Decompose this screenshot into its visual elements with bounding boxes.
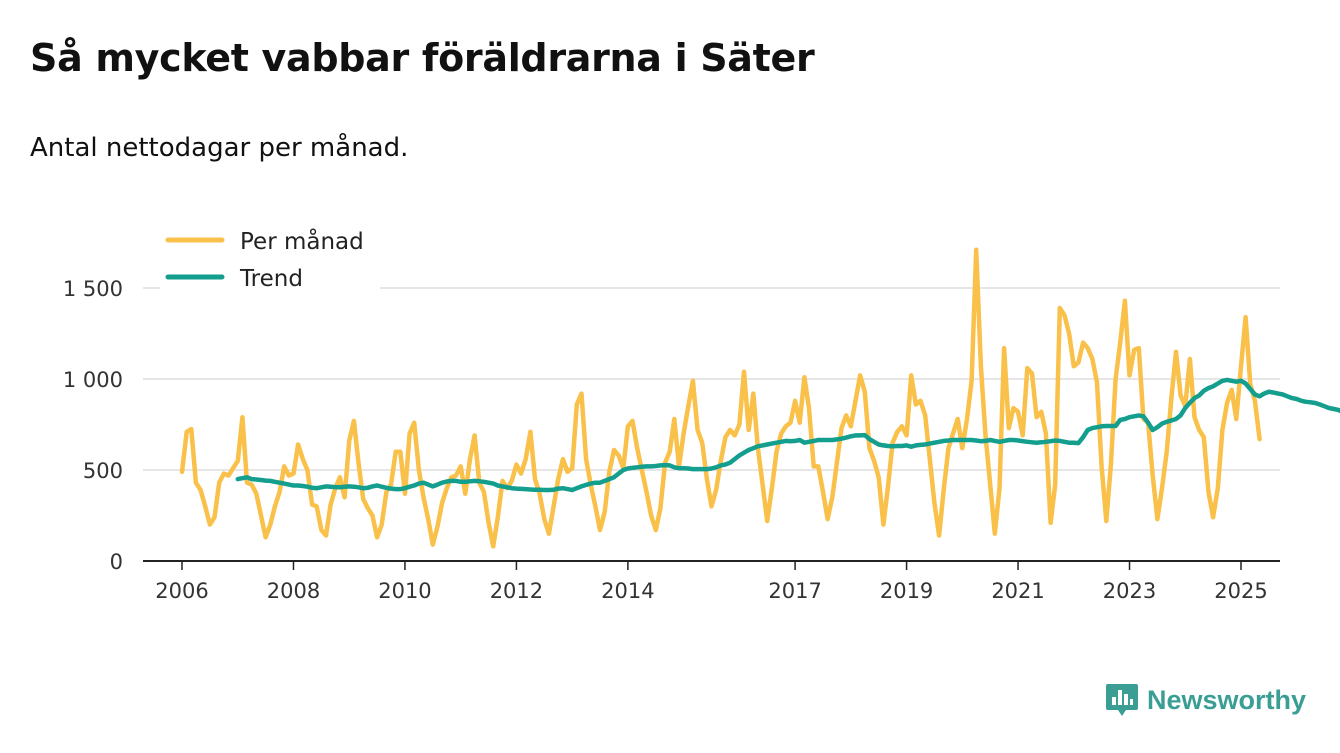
brand-name: Newsworthy xyxy=(1146,684,1306,715)
newsworthy-brand: Newsworthy xyxy=(1105,682,1306,718)
legend-label-per-manad: Per månad xyxy=(240,227,364,255)
y-axis-ticks: 0 500 1 000 1 500 xyxy=(63,277,123,574)
y-tick-label: 1 000 xyxy=(63,368,123,392)
chart-title: Så mycket vabbar föräldrarna i Säter xyxy=(30,36,815,80)
newsworthy-logo-icon xyxy=(1105,684,1138,716)
series-line-trend xyxy=(235,377,1340,493)
legend-label-trend: Trend xyxy=(239,266,303,292)
x-axis-ticks: 2006 2008 2010 2012 2014 2017 2019 2021 2023 2025 xyxy=(155,561,1268,603)
x-tick-label: 2006 xyxy=(155,579,208,603)
x-tick-label: 2025 xyxy=(1214,579,1267,603)
x-tick-label: 2008 xyxy=(267,579,320,603)
x-tick-label: 2021 xyxy=(991,579,1044,603)
x-tick-label: 2017 xyxy=(768,579,821,603)
chart-subtitle: Antal nettodagar per månad. xyxy=(30,133,409,163)
x-tick-label: 2010 xyxy=(378,579,431,603)
series-lines xyxy=(179,247,1340,549)
y-tick-label: 1 500 xyxy=(63,277,123,301)
x-tick-label: 2019 xyxy=(880,579,933,603)
y-tick-label: 500 xyxy=(83,459,123,483)
x-tick-label: 2014 xyxy=(601,579,654,603)
y-tick-label: 0 xyxy=(110,550,123,574)
series-line-per-manad xyxy=(179,247,1262,549)
x-tick-label: 2012 xyxy=(490,579,543,603)
legend: Per månad Trend xyxy=(160,222,380,292)
x-tick-label: 2023 xyxy=(1103,579,1156,603)
gridlines xyxy=(143,287,1280,471)
